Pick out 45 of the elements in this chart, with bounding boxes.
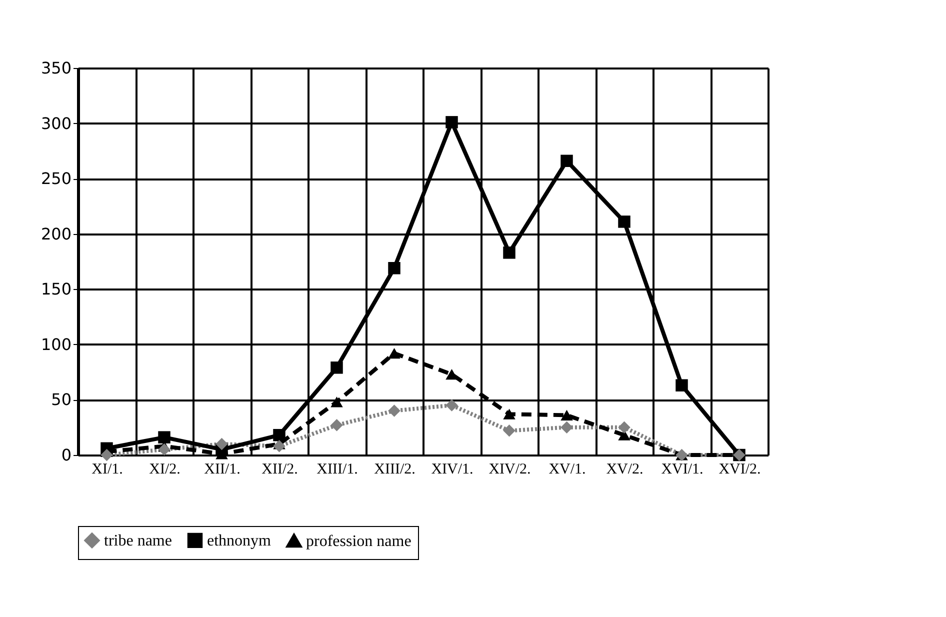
y-tick-label: 250: [40, 169, 72, 188]
x-tick-label: XIII/1.: [316, 462, 358, 478]
point: [100, 448, 113, 462]
x-tick-label: XV/1.: [548, 462, 586, 478]
x-tick-label: XI/2.: [149, 462, 180, 478]
point: [216, 438, 228, 450]
legend-label: ethnonym: [207, 532, 272, 550]
point: [388, 348, 400, 359]
y-tick-label: 150: [40, 280, 72, 299]
point: [446, 116, 458, 128]
x-tick-label: XIV/1.: [431, 462, 474, 478]
y-tick-label: 0: [61, 446, 72, 464]
y-tick-label: 50: [51, 390, 72, 410]
y-tick-label: 200: [40, 224, 72, 244]
legend-label: profession name: [306, 532, 412, 550]
point: [273, 428, 286, 442]
point: [560, 154, 573, 168]
point: [330, 419, 343, 432]
x-tick-label: XII/2.: [262, 462, 298, 478]
point: [503, 246, 516, 259]
x-tick-label: XI/1.: [92, 462, 123, 478]
point: [158, 443, 170, 456]
point: [388, 404, 400, 417]
point: [158, 431, 170, 444]
point: [330, 362, 343, 374]
point: [446, 368, 458, 380]
point: [503, 424, 516, 437]
x-tick-label: XVI/1.: [661, 462, 704, 478]
x-tick-label: XV/2.: [606, 462, 644, 478]
point: [618, 216, 630, 228]
point: [676, 379, 688, 392]
point: [618, 421, 630, 434]
point: [388, 262, 400, 274]
legend-label: tribe name: [104, 532, 172, 550]
point: [503, 408, 516, 420]
point: [560, 410, 573, 420]
y-tick-label: 350: [40, 58, 72, 78]
point: [330, 396, 343, 408]
y-tick-label: 300: [40, 114, 72, 133]
x-tick-label: XVI/2.: [718, 462, 761, 478]
x-tick-label: XIV/2.: [488, 462, 531, 478]
point: [446, 399, 458, 412]
y-tick-label: 100: [40, 334, 72, 354]
x-tick-label: XII/1.: [204, 462, 240, 478]
x-tick-label: XIII/2.: [374, 462, 416, 478]
